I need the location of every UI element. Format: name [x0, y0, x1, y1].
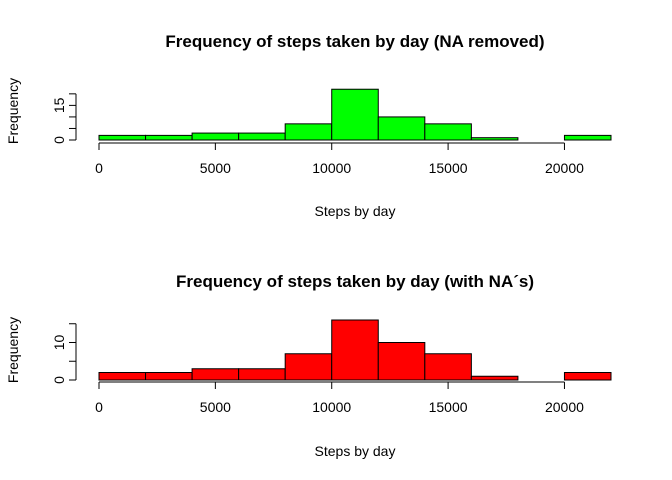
histogram-bar	[284, 353, 333, 381]
chart-title: Frequency of steps taken by day (NA remo…	[165, 32, 544, 51]
y-axis-label: Frequency	[5, 78, 21, 144]
y-axis-label: Frequency	[5, 317, 21, 383]
histogram-bar	[238, 368, 286, 381]
histogram-bar	[424, 123, 472, 141]
y-axis: 0 10	[51, 323, 77, 384]
x-axis-label: Steps by day	[315, 443, 396, 459]
histogram-bar	[377, 342, 426, 381]
histogram-bar	[238, 132, 286, 141]
x-axis: 0 5000 10000 15000 20000	[95, 142, 584, 176]
x-tick-label: 20000	[545, 160, 584, 176]
chart-title: Frequency of steps taken by day (with NA…	[176, 272, 534, 291]
histogram-bar	[284, 123, 333, 141]
histogram-bar	[563, 134, 612, 141]
y-axis: 0 15	[51, 93, 77, 144]
histogram-bar	[145, 372, 193, 381]
y-tick-label: 0	[51, 136, 67, 144]
x-tick-label: 0	[95, 399, 103, 415]
y-tick-label: 0	[51, 376, 67, 384]
histogram-bar	[331, 88, 379, 141]
histogram-bar	[191, 132, 240, 141]
bars-group	[98, 319, 612, 381]
x-tick-label: 20000	[545, 399, 584, 415]
histogram-bar	[377, 116, 426, 141]
histogram-bar	[563, 372, 612, 381]
histogram-bar	[98, 134, 147, 141]
histogram-bar	[331, 319, 379, 381]
x-tick-label: 15000	[429, 399, 468, 415]
histogram-bar	[145, 134, 193, 141]
bars-group	[98, 88, 612, 141]
y-tick-label: 15	[51, 97, 67, 113]
x-tick-label: 5000	[200, 160, 231, 176]
histogram-panel-with-nas: Frequency of steps taken by day (with NA…	[5, 272, 612, 459]
x-tick-label: 5000	[200, 399, 231, 415]
histogram-bar	[98, 372, 147, 381]
histogram-bar	[424, 353, 472, 381]
histogram-bar	[470, 137, 519, 141]
x-tick-label: 10000	[312, 399, 351, 415]
histogram-bar	[470, 375, 519, 381]
histogram-panel-na-removed: Frequency of steps taken by day (NA remo…	[5, 32, 612, 219]
x-tick-label: 15000	[429, 160, 468, 176]
x-axis: 0 5000 10000 15000 20000	[95, 381, 584, 415]
histogram-bar	[191, 368, 240, 381]
y-tick-label: 10	[51, 335, 67, 351]
x-tick-label: 10000	[312, 160, 351, 176]
x-tick-label: 0	[95, 160, 103, 176]
x-axis-label: Steps by day	[315, 203, 396, 219]
